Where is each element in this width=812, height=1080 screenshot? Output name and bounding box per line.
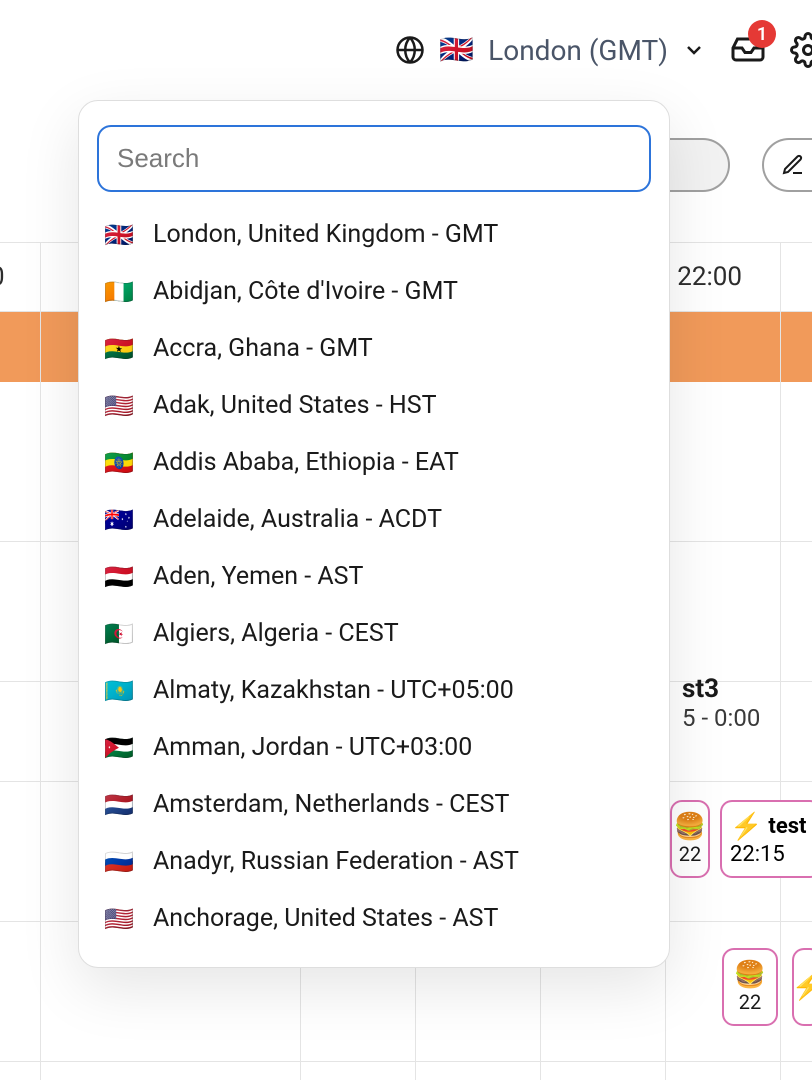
gear-icon[interactable] [790,32,812,68]
flag-icon: 🇺🇸 [103,907,135,931]
globe-icon [395,35,425,65]
timezone-option[interactable]: 🇳🇱 Amsterdam, Netherlands - CEST [79,776,669,833]
option-label: Accra, Ghana - GMT [153,334,373,363]
flag-icon: 🇰🇿 [103,679,135,703]
event-card[interactable]: 🍔 22 [722,948,778,1026]
option-label: Abidjan, Côte d'Ivoire - GMT [153,277,458,306]
timezone-dropdown: 🇬🇧 London, United Kingdom - GMT 🇨🇮 Abidjan,… [78,100,670,968]
event-card[interactable]: ⚡ test 22:15 [720,800,812,878]
timezone-option[interactable]: 🇺🇸 Adak, United States - HST [79,377,669,434]
burger-icon: 🍔 [734,960,766,990]
flag-icon: 🇦🇺 [103,508,135,532]
timezone-option[interactable]: 🇾🇪 Aden, Yemen - AST [79,548,669,605]
bolt-icon: ⚡ [730,812,762,842]
timezone-option[interactable]: 🇨🇮 Abidjan, Côte d'Ivoire - GMT [79,263,669,320]
event-test3[interactable]: st3 5 - 0:00 [672,668,812,738]
event-time: 22 [679,842,701,866]
inbox-button[interactable]: 1 [730,30,766,70]
option-label: Aden, Yemen - AST [153,562,363,591]
flag-icon: 🇬🇧 [103,223,135,247]
option-label: Anchorage, United States - AST [153,904,498,933]
option-label: Addis Ababa, Ethiopia - EAT [153,448,459,477]
event-title: st3 [682,674,802,704]
option-label: Amman, Jordan - UTC+03:00 [153,733,472,762]
flag-icon: 🇩🇿 [103,622,135,646]
time-label: 0 [0,262,5,292]
option-label: Amsterdam, Netherlands - CEST [153,790,509,819]
event-time: 5 - 0:00 [682,704,802,732]
flag-icon: 🇯🇴 [103,736,135,760]
event-time: 22 [739,990,761,1014]
timezone-option[interactable]: 🇩🇿 Algiers, Algeria - CEST [79,605,669,662]
flag-icon: 🇷🇺 [103,850,135,874]
timezone-option[interactable]: 🇺🇸 Anchorage, United States - AST [79,890,669,947]
toolbar-pill-right[interactable] [660,138,730,192]
burger-icon: 🍔 [674,812,706,842]
event-time: 22:15 [730,842,812,867]
inbox-badge: 1 [748,20,776,48]
header-toolbar: 🇬🇧 London (GMT) 1 [0,0,812,100]
timezone-options-list: 🇬🇧 London, United Kingdom - GMT 🇨🇮 Abidjan,… [79,206,669,947]
grid-vline [40,242,41,1080]
option-label: Anadyr, Russian Federation - AST [153,847,519,876]
option-label: Adak, United States - HST [153,391,437,420]
timezone-selector[interactable]: 🇬🇧 London (GMT) [395,34,706,67]
timezone-option[interactable]: 🇷🇺 Anadyr, Russian Federation - AST [79,833,669,890]
timezone-option[interactable]: 🇬🇭 Accra, Ghana - GMT [79,320,669,377]
flag-icon: 🇪🇹 [103,451,135,475]
pencil-icon [781,153,805,177]
timezone-option[interactable]: 🇬🇧 London, United Kingdom - GMT [79,206,669,263]
option-label: London, United Kingdom - GMT [153,220,498,249]
chevron-down-icon [682,38,706,62]
edit-button[interactable] [762,138,812,192]
flag-icon: 🇾🇪 [103,565,135,589]
flag-icon: 🇳🇱 [103,793,135,817]
timezone-label: London (GMT) [488,34,668,67]
event-card[interactable]: ⚡ [792,948,812,1026]
grid-vline [780,242,781,1080]
option-label: Algiers, Algeria - CEST [153,619,399,648]
timezone-flag: 🇬🇧 [439,36,474,64]
flag-icon: 🇺🇸 [103,394,135,418]
option-label: Almaty, Kazakhstan - UTC+05:00 [153,676,514,705]
bolt-icon: ⚡ [792,972,812,1002]
timezone-option[interactable]: 🇰🇿 Almaty, Kazakhstan - UTC+05:00 [79,662,669,719]
event-card[interactable]: 🍔 22 [670,800,710,878]
search-input[interactable] [97,125,651,192]
event-title: test [768,814,806,839]
timezone-option[interactable]: 🇦🇺 Adelaide, Australia - ACDT [79,491,669,548]
timezone-option[interactable]: 🇪🇹 Addis Ababa, Ethiopia - EAT [79,434,669,491]
time-label: 22:00 [677,262,742,292]
flag-icon: 🇨🇮 [103,280,135,304]
timezone-option[interactable]: 🇯🇴 Amman, Jordan - UTC+03:00 [79,719,669,776]
flag-icon: 🇬🇭 [103,337,135,361]
option-label: Adelaide, Australia - ACDT [153,505,442,534]
